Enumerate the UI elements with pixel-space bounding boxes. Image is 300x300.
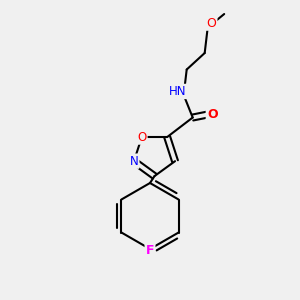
Text: O: O xyxy=(206,16,216,29)
Text: F: F xyxy=(146,244,154,257)
Text: O: O xyxy=(207,108,217,121)
Text: O: O xyxy=(137,130,146,143)
Text: HN: HN xyxy=(169,85,186,98)
Text: N: N xyxy=(130,155,138,168)
